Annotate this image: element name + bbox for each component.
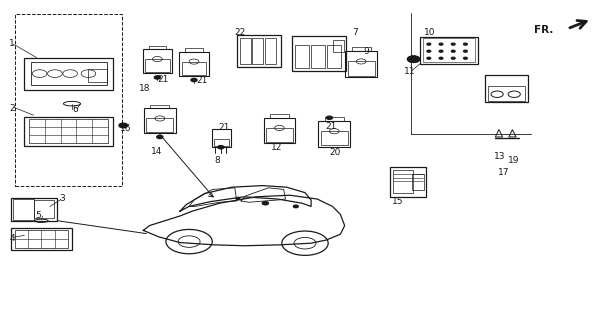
Text: 22: 22	[234, 28, 245, 37]
Bar	[485, 75, 528, 102]
Circle shape	[451, 57, 455, 59]
Bar	[423, 38, 475, 62]
Text: 16: 16	[120, 124, 131, 132]
Text: 3: 3	[59, 194, 65, 203]
Circle shape	[293, 205, 298, 208]
Text: 2: 2	[9, 104, 15, 113]
Bar	[325, 117, 344, 121]
Bar	[185, 48, 203, 52]
Circle shape	[427, 50, 431, 52]
Text: 7: 7	[352, 28, 357, 37]
Circle shape	[439, 50, 443, 52]
Bar	[149, 46, 166, 50]
Circle shape	[236, 197, 240, 199]
Bar	[144, 108, 176, 133]
Circle shape	[427, 43, 431, 45]
Bar	[11, 198, 57, 221]
Text: 18: 18	[139, 84, 151, 93]
Circle shape	[451, 50, 455, 52]
Circle shape	[218, 146, 224, 149]
Bar	[327, 45, 341, 68]
Bar	[237, 35, 281, 67]
Bar	[265, 38, 276, 64]
Bar	[393, 170, 413, 193]
Bar	[390, 167, 426, 197]
Bar	[214, 139, 229, 146]
Circle shape	[464, 57, 467, 59]
Text: 17: 17	[498, 168, 510, 177]
Bar	[15, 14, 122, 186]
Bar	[270, 114, 289, 118]
Circle shape	[191, 78, 197, 82]
Bar	[24, 117, 113, 146]
Text: 4: 4	[9, 234, 15, 243]
Bar	[264, 118, 295, 143]
Text: 21: 21	[196, 76, 208, 85]
Text: 19: 19	[508, 156, 519, 165]
Circle shape	[427, 57, 431, 59]
Circle shape	[157, 135, 163, 139]
Bar	[420, 37, 478, 64]
Circle shape	[439, 43, 443, 45]
Text: 21: 21	[325, 122, 337, 131]
Text: 14: 14	[151, 147, 163, 156]
Circle shape	[439, 57, 443, 59]
Bar	[30, 62, 107, 85]
Text: 8: 8	[215, 156, 220, 165]
Bar	[292, 36, 346, 71]
Bar	[146, 118, 173, 132]
Bar	[266, 128, 293, 142]
Bar	[13, 199, 34, 220]
Bar	[311, 45, 325, 68]
Text: 21: 21	[218, 123, 230, 132]
Bar	[88, 69, 107, 82]
Bar	[212, 129, 231, 147]
Text: 21: 21	[157, 75, 169, 84]
Text: FR.: FR.	[534, 25, 553, 36]
Bar	[145, 59, 170, 72]
Text: 1: 1	[9, 39, 15, 48]
Text: 15: 15	[392, 197, 403, 206]
Text: 9: 9	[364, 47, 369, 56]
Bar	[488, 86, 525, 101]
Circle shape	[407, 56, 420, 62]
Bar	[351, 47, 371, 51]
Circle shape	[464, 50, 467, 52]
Text: 6: 6	[72, 105, 77, 114]
Bar	[11, 228, 72, 250]
Text: 10: 10	[424, 28, 436, 37]
Bar	[240, 38, 251, 64]
Text: 20: 20	[329, 148, 341, 157]
Bar	[15, 230, 68, 248]
Text: 11: 11	[404, 67, 415, 76]
Text: 13: 13	[494, 152, 506, 161]
Bar	[345, 51, 377, 77]
Bar	[333, 40, 344, 52]
Circle shape	[411, 58, 417, 61]
Text: 12: 12	[271, 143, 283, 152]
Circle shape	[464, 43, 467, 45]
Bar	[295, 45, 309, 68]
Bar	[150, 105, 170, 108]
Bar	[348, 61, 375, 76]
Bar	[321, 131, 348, 145]
Circle shape	[451, 43, 455, 45]
Bar	[179, 52, 209, 76]
Circle shape	[326, 116, 332, 119]
Bar	[143, 50, 172, 74]
Bar	[412, 174, 424, 190]
Bar	[34, 200, 54, 218]
Circle shape	[262, 202, 268, 205]
Bar	[29, 119, 108, 143]
Circle shape	[119, 123, 127, 128]
Bar	[253, 38, 263, 64]
Bar	[182, 61, 206, 75]
Bar	[24, 58, 113, 90]
Bar	[318, 121, 350, 147]
Text: 5: 5	[35, 211, 41, 220]
Circle shape	[154, 76, 160, 79]
